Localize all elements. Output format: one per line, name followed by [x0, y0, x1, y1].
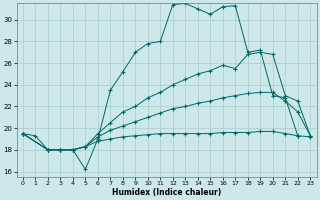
X-axis label: Humidex (Indice chaleur): Humidex (Indice chaleur): [112, 188, 221, 197]
